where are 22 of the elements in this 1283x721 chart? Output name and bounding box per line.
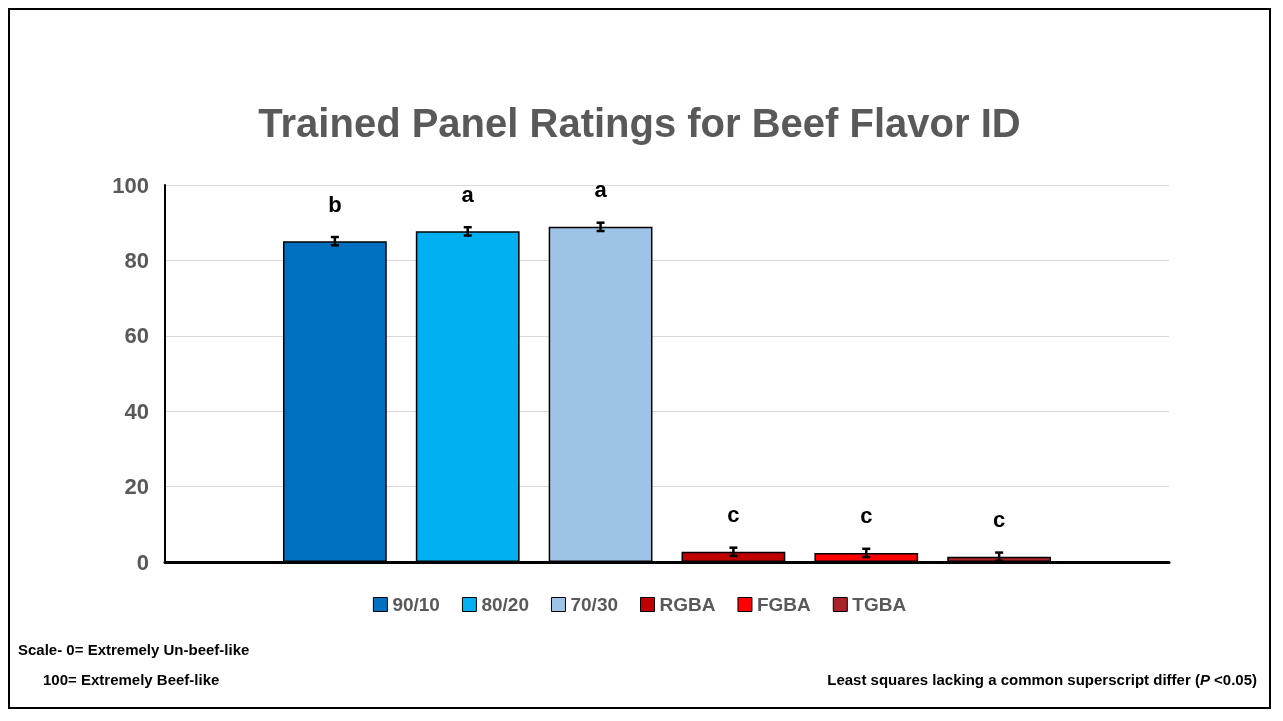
text: 100= Extremely Beef-like	[43, 671, 220, 688]
legend-label: 80/20	[481, 594, 529, 615]
data-label: c	[860, 503, 873, 529]
legend-label: 70/30	[570, 594, 619, 615]
y-tick-label: 0	[136, 549, 149, 575]
y-tick-label: 80	[124, 247, 149, 273]
y-tick-label: 100	[112, 172, 149, 198]
chart-title: Trained Panel Ratings for Beef Flavor ID	[258, 101, 1021, 145]
y-tick-label: 40	[124, 398, 149, 424]
text: Scale- 0= Extremely Un-beef-like	[18, 641, 250, 658]
legend-label: FGBA	[756, 594, 812, 615]
legend-label: TGBA	[852, 594, 907, 615]
data-label: a	[594, 177, 608, 203]
y-tick-label: 60	[124, 323, 149, 349]
legend-label: RGBA	[659, 594, 716, 615]
data-label: a	[461, 181, 475, 207]
data-label: b	[328, 191, 342, 217]
text: Least squares lacking a common superscript differ (P <0.05)	[827, 671, 1258, 688]
legend-label: 90/10	[392, 594, 440, 615]
data-label: c	[727, 502, 740, 528]
data-label: c	[993, 507, 1006, 533]
y-tick-label: 20	[124, 474, 149, 500]
